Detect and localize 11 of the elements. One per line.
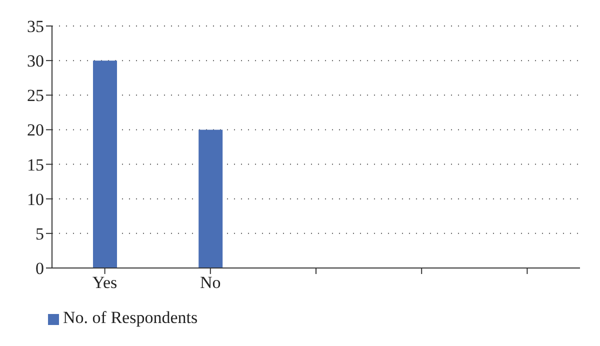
y-tick-label: 15 — [27, 155, 44, 174]
y-tick-label: 20 — [27, 120, 44, 140]
y-tick-label: 30 — [27, 52, 44, 71]
y-tick-label: 10 — [27, 190, 44, 209]
y-tick-label: 25 — [27, 86, 44, 106]
y-tick-label: 35 — [27, 17, 44, 36]
x-tick-label: Yes — [92, 273, 118, 292]
y-tick-label: 5 — [36, 224, 44, 244]
y-tick-label: 0 — [36, 259, 44, 278]
legend-label: No. of Respondents — [63, 308, 198, 327]
x-tick-label: No — [200, 273, 221, 292]
